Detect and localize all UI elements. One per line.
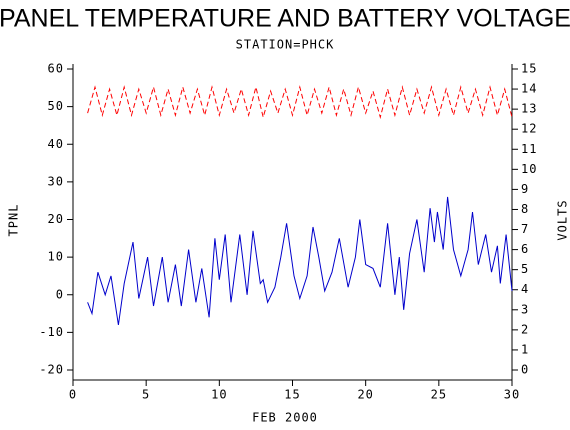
x-axis-label: FEB 2000 bbox=[252, 411, 318, 425]
y2-tick-label: 0 bbox=[521, 363, 529, 377]
y-tick-label: 30 bbox=[48, 174, 64, 188]
y-axis-label: TPNL bbox=[7, 204, 21, 237]
y-tick-label: -20 bbox=[39, 363, 64, 377]
y2-tick-label: 4 bbox=[521, 282, 529, 296]
x-tick-label: 10 bbox=[211, 388, 227, 402]
y-tick-label: 20 bbox=[48, 212, 64, 226]
y2-tick-label: 13 bbox=[521, 102, 537, 116]
y-tick-label: 60 bbox=[48, 62, 64, 76]
x-tick-label: 20 bbox=[357, 388, 373, 402]
y-tick-label: 0 bbox=[56, 287, 64, 301]
y2-tick-label: 3 bbox=[521, 302, 529, 316]
x-tick-label: 30 bbox=[504, 388, 520, 402]
y2-tick-label: 1 bbox=[521, 342, 529, 356]
x-tick-label: 15 bbox=[284, 388, 300, 402]
y2-tick-label: 6 bbox=[521, 242, 529, 256]
x-tick-label: 25 bbox=[431, 388, 447, 402]
y-tick-label: -10 bbox=[39, 325, 64, 339]
y2-tick-label: 10 bbox=[521, 162, 537, 176]
y2-tick-label: 8 bbox=[521, 202, 529, 216]
y2-tick-label: 9 bbox=[521, 182, 529, 196]
y2-tick-label: 7 bbox=[521, 222, 529, 236]
chart-title: PANEL TEMPERATURE AND BATTERY VOLTAGE bbox=[0, 5, 570, 33]
x-tick-label: 0 bbox=[69, 388, 77, 402]
y2-tick-label: 11 bbox=[521, 142, 537, 156]
y-tick-label: 50 bbox=[48, 99, 64, 113]
y-tick-label: 40 bbox=[48, 137, 64, 151]
y2-tick-label: 14 bbox=[521, 82, 537, 96]
y2-tick-label: 5 bbox=[521, 262, 529, 276]
y2-axis-label: VOLTS bbox=[556, 199, 570, 240]
y2-tick-label: 12 bbox=[521, 122, 537, 136]
x-tick-label: 5 bbox=[142, 388, 150, 402]
y-tick-label: 10 bbox=[48, 250, 64, 264]
series-line bbox=[87, 196, 513, 325]
chart-subtitle: STATION=PHCK bbox=[236, 38, 335, 52]
series-line bbox=[87, 85, 513, 120]
y2-tick-label: 2 bbox=[521, 322, 529, 336]
y2-tick-label: 15 bbox=[521, 62, 537, 76]
